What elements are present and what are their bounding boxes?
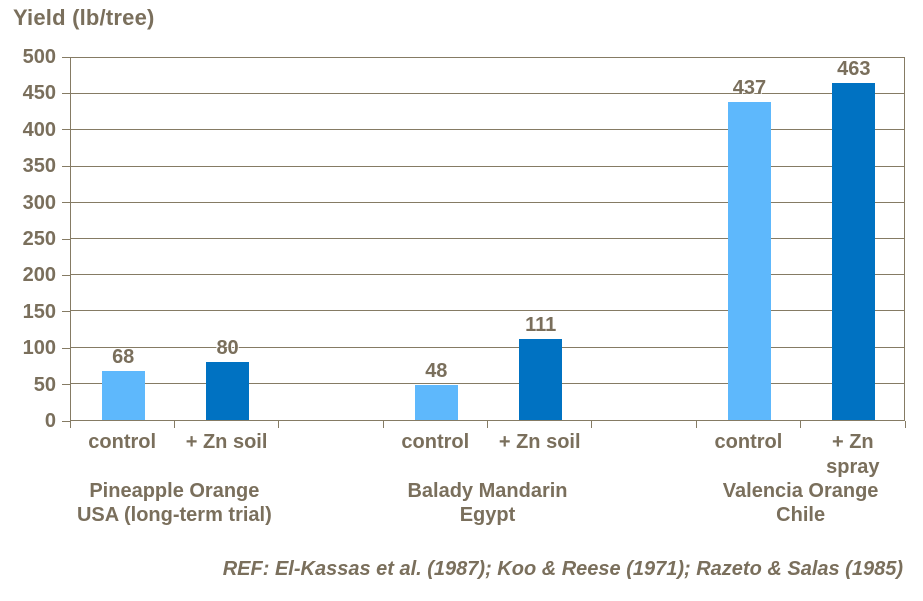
group-label: Valencia Orange Chile <box>722 480 879 526</box>
bar-control <box>414 385 458 420</box>
gridline <box>71 274 904 276</box>
x-tick-mark <box>695 421 697 428</box>
bar-value-label: 463 <box>837 57 871 80</box>
y-tick-label: 100 <box>22 337 56 360</box>
bar-zinc <box>206 361 250 420</box>
x-tick-mark <box>382 421 384 428</box>
y-tick-label: 400 <box>22 118 56 141</box>
y-tick-label: 350 <box>22 155 56 178</box>
y-tick-mark <box>62 56 70 58</box>
x-tick-mark <box>800 421 802 428</box>
y-tick-label: 200 <box>22 264 56 287</box>
bar-zinc <box>832 82 876 420</box>
x-tick-mark <box>69 421 71 428</box>
y-tick-mark <box>62 92 70 94</box>
x-tick-mark <box>487 421 488 428</box>
category-label: control <box>714 431 783 453</box>
gridline <box>71 165 904 167</box>
category-label: + Zn spray <box>826 431 880 478</box>
y-tick-mark <box>62 238 70 240</box>
reference-text: REF: El-Kassas et al. (1987); Koo & Rees… <box>222 558 903 580</box>
bar-value-label: 48 <box>425 360 448 383</box>
y-tick-label: 500 <box>22 46 56 68</box>
bar-control <box>101 370 145 420</box>
gridline <box>71 129 904 131</box>
x-tick-mark <box>591 421 593 428</box>
y-tick-label: 50 <box>33 373 56 396</box>
y-tick-mark <box>62 347 70 349</box>
y-tick-label: 250 <box>22 228 56 250</box>
y-axis-title: Yield (lb/tree) <box>13 5 155 30</box>
bar-value-label: 111 <box>525 314 557 337</box>
y-tick-label: 450 <box>22 82 56 105</box>
category-label: + Zn soil <box>498 431 581 453</box>
category-label: control <box>401 431 470 453</box>
y-tick-label: 150 <box>22 300 56 323</box>
y-tick-mark <box>62 165 70 167</box>
y-tick-mark <box>62 202 70 204</box>
y-tick-label: 0 <box>44 410 56 432</box>
x-tick-mark <box>904 421 906 428</box>
category-label: control <box>88 431 157 453</box>
gridline <box>71 201 904 203</box>
bar-control <box>727 101 771 420</box>
bar-zinc <box>519 339 563 420</box>
bar-value-label: 80 <box>216 336 239 359</box>
group-label: Balady Mandarin Egypt <box>407 480 568 526</box>
y-tick-mark <box>62 420 70 422</box>
bar-value-label: 68 <box>112 345 135 368</box>
gridline <box>71 382 904 384</box>
y-tick-label: 300 <box>22 191 56 214</box>
bar-value-label: 437 <box>732 76 767 99</box>
gridline <box>71 93 904 95</box>
group-label: Pineapple Orange USA (long-term trial) <box>76 480 272 526</box>
y-tick-mark <box>62 311 70 313</box>
plot-area: 68 80 48 111 437 463 <box>70 57 905 421</box>
y-tick-mark <box>62 384 70 386</box>
x-tick-mark <box>278 421 280 428</box>
gridline <box>71 310 904 312</box>
category-label: + Zn soil <box>185 431 268 453</box>
y-tick-mark <box>62 274 70 276</box>
x-tick-mark <box>173 421 175 428</box>
gridline <box>71 238 904 239</box>
y-tick-mark <box>62 129 70 131</box>
gridline <box>71 346 904 348</box>
